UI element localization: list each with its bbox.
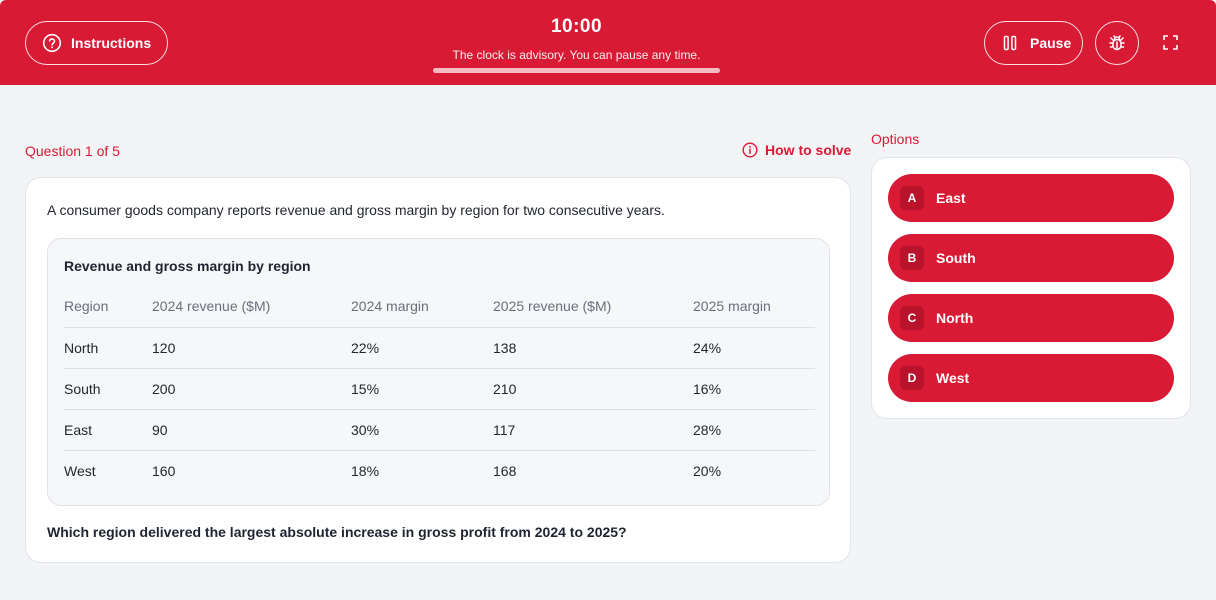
table-cell: South xyxy=(64,381,101,397)
table-cell: 18% xyxy=(351,463,380,479)
table-cell: 138 xyxy=(493,340,517,356)
option-c-button[interactable]: C North xyxy=(888,294,1174,342)
table-row: North 120 22% 138 24% xyxy=(64,327,815,368)
table-cell: West xyxy=(64,463,96,479)
table-cell: 30% xyxy=(351,422,380,438)
timer: 10:00 The clock is advisory. You can pau… xyxy=(433,16,720,62)
table-cell: 22% xyxy=(351,340,380,356)
bug-report-button[interactable] xyxy=(1095,21,1139,65)
table-header-cell: 2025 revenue ($M) xyxy=(493,298,612,314)
top-bar: Instructions 10:00 The clock is advisory… xyxy=(0,0,1216,85)
timer-value: 10:00 xyxy=(550,16,603,37)
table-row: South 200 15% 210 16% xyxy=(64,368,815,409)
table-cell: 20% xyxy=(693,463,722,479)
pause-icon xyxy=(1003,35,1017,51)
question-prompt: Which region delivered the largest absol… xyxy=(47,524,627,540)
table-row: West 160 18% 168 20% xyxy=(64,450,815,491)
data-table-card: Revenue and gross margin by region Regio… xyxy=(47,238,830,506)
question-card: A consumer goods company reports revenue… xyxy=(25,177,851,563)
option-d-button[interactable]: D West xyxy=(888,354,1174,402)
table-cell: 117 xyxy=(493,422,516,438)
fullscreen-icon xyxy=(1163,35,1178,50)
table-cell: 28% xyxy=(693,422,722,438)
fullscreen-button[interactable] xyxy=(1162,34,1179,51)
question-counter: Question 1 of 5 xyxy=(25,143,120,159)
table-cell: 200 xyxy=(152,381,176,397)
table-cell: 15% xyxy=(351,381,380,397)
table-cell: North xyxy=(64,340,99,356)
table-header-cell: 2024 revenue ($M) xyxy=(152,298,271,314)
table-title: Revenue and gross margin by region xyxy=(64,258,311,274)
table-cell: 210 xyxy=(493,381,517,397)
pause-label: Pause xyxy=(1030,35,1072,51)
pause-button[interactable]: Pause xyxy=(984,21,1083,65)
option-text: South xyxy=(936,250,976,266)
table-cell: East xyxy=(64,422,93,438)
table-header-cell: 2024 margin xyxy=(351,298,429,314)
info-icon xyxy=(742,142,758,158)
table-header-cell: 2025 margin xyxy=(693,298,771,314)
instructions-label: Instructions xyxy=(71,35,152,51)
table-cell: 120 xyxy=(152,340,176,356)
options-label: Options xyxy=(871,131,920,147)
table-cell: 168 xyxy=(493,463,517,479)
options-card: A East B South C North D West xyxy=(871,157,1191,419)
bug-icon xyxy=(1109,35,1125,51)
option-text: East xyxy=(936,190,966,206)
option-letter: D xyxy=(900,366,924,390)
table-cell: 16% xyxy=(693,381,722,397)
option-b-button[interactable]: B South xyxy=(888,234,1174,282)
option-text: West xyxy=(936,370,970,386)
option-letter: B xyxy=(900,246,924,270)
question-intro: A consumer goods company reports revenue… xyxy=(47,202,665,218)
timer-note: The clock is advisory. You can pause any… xyxy=(452,48,701,62)
option-letter: A xyxy=(900,186,924,210)
how-to-solve-label: How to solve xyxy=(765,142,852,158)
option-a-button[interactable]: A East xyxy=(888,174,1174,222)
option-text: North xyxy=(936,310,974,326)
timer-progress-fill xyxy=(433,68,720,73)
timer-progress-bar xyxy=(433,68,720,73)
table-cell: 90 xyxy=(152,422,168,438)
table-cell: 160 xyxy=(152,463,176,479)
option-letter: C xyxy=(900,306,924,330)
instructions-button[interactable]: Instructions xyxy=(25,21,168,65)
table-header-cell: Region xyxy=(64,298,109,314)
table-cell: 24% xyxy=(693,340,722,356)
question-circle-icon xyxy=(42,33,62,53)
table-row: East 90 30% 117 28% xyxy=(64,409,815,450)
table-header: Region 2024 revenue ($M) 2024 margin 202… xyxy=(64,286,815,327)
how-to-solve-link[interactable]: How to solve xyxy=(742,142,851,158)
